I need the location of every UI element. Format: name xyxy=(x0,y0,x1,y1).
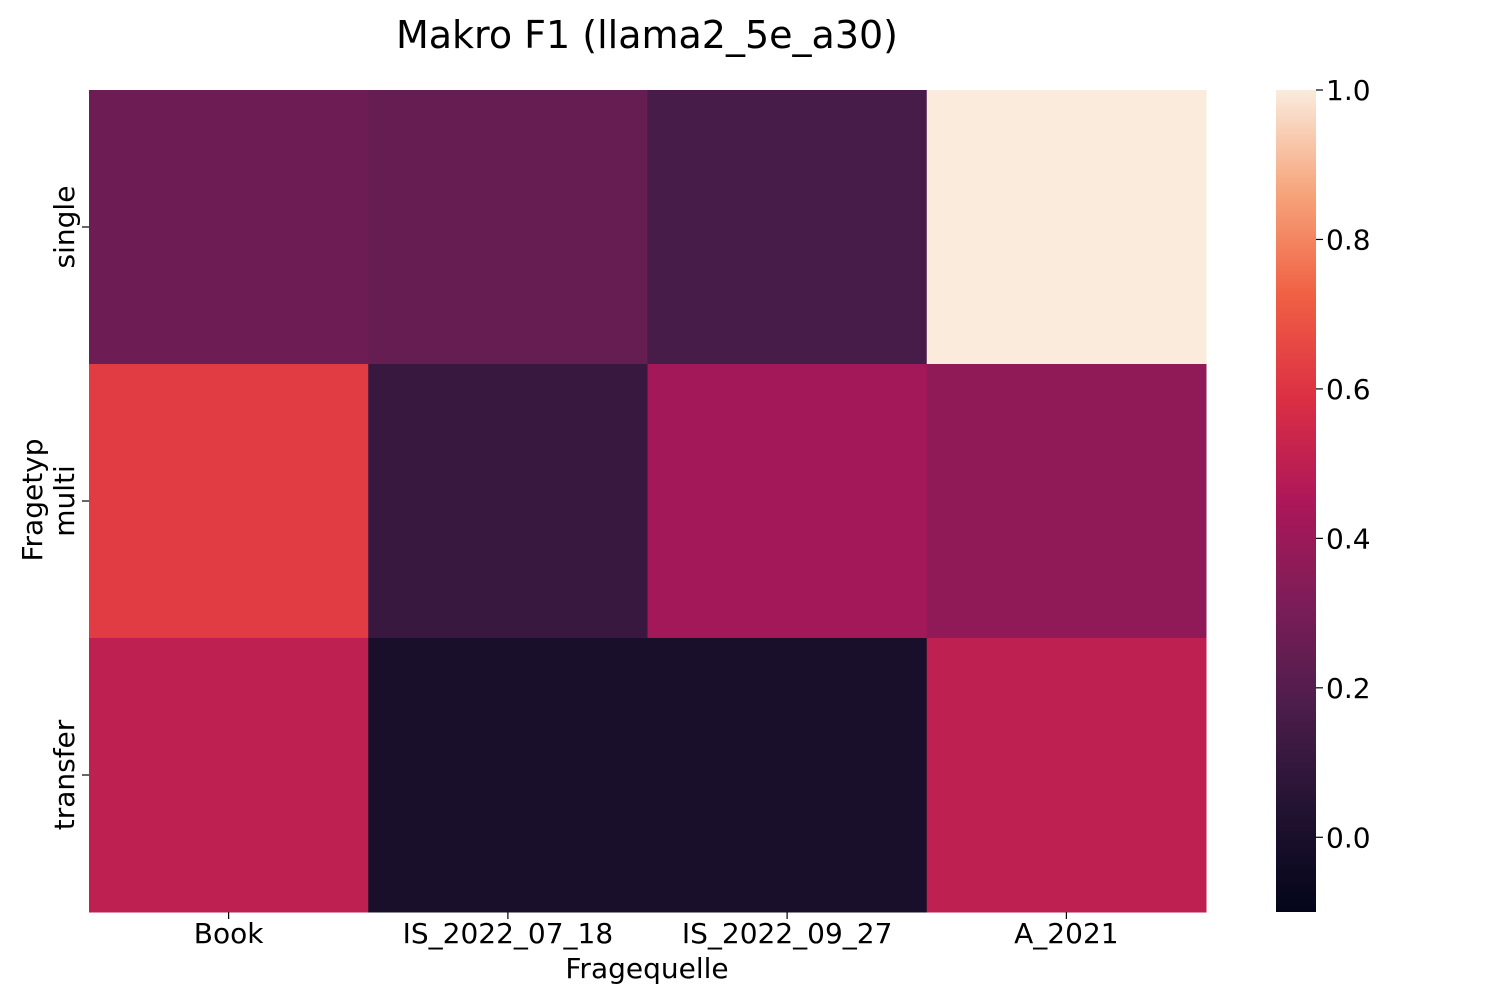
heatmap-cell xyxy=(89,364,369,639)
x-tick-label: Book xyxy=(194,917,264,950)
heatmap-cell xyxy=(926,90,1207,365)
heatmap-cell xyxy=(89,638,369,913)
y-tick-label: single xyxy=(48,186,81,269)
y-tick-label: multi xyxy=(48,465,81,537)
heatmap-cell xyxy=(368,364,648,639)
heatmap-cell xyxy=(89,90,369,365)
colorbar-tick-label: 0.2 xyxy=(1326,672,1371,705)
x-tick-label: IS_2022_07_18 xyxy=(403,917,614,950)
colorbar xyxy=(1276,90,1316,912)
colorbar-tick-label: 1.0 xyxy=(1326,74,1371,107)
colorbar-tick-label: 0.6 xyxy=(1326,373,1371,406)
heatmap-cell xyxy=(647,90,928,365)
heatmap-cell xyxy=(647,364,928,639)
heatmap-cell xyxy=(926,638,1207,913)
y-axis-label: Fragetyp xyxy=(16,438,49,561)
chart-title: Makro F1 (llama2_5e_a30) xyxy=(396,13,898,57)
colorbar-tick-label: 0.8 xyxy=(1326,223,1371,256)
heatmap-cell xyxy=(926,364,1207,639)
y-tick-label: transfer xyxy=(48,719,81,830)
colorbar-tick-label: 0.4 xyxy=(1326,522,1371,555)
x-axis-ticks: Book IS_2022_07_18 IS_2022_09_27 A_2021 xyxy=(194,912,1119,950)
heatmap-cell xyxy=(368,638,648,913)
colorbar-ticks: 0.0 0.2 0.4 0.6 0.8 1.0 xyxy=(1316,74,1371,854)
heatmap-cells xyxy=(89,90,1207,913)
y-axis-ticks: single multi transfer xyxy=(48,186,89,830)
x-axis-label: Fragequelle xyxy=(565,952,728,985)
heatmap-cell xyxy=(368,90,648,365)
x-tick-label: IS_2022_09_27 xyxy=(682,917,893,950)
colorbar-tick-label: 0.0 xyxy=(1326,821,1371,854)
heatmap-cell xyxy=(647,638,928,913)
x-tick-label: A_2021 xyxy=(1014,917,1118,950)
